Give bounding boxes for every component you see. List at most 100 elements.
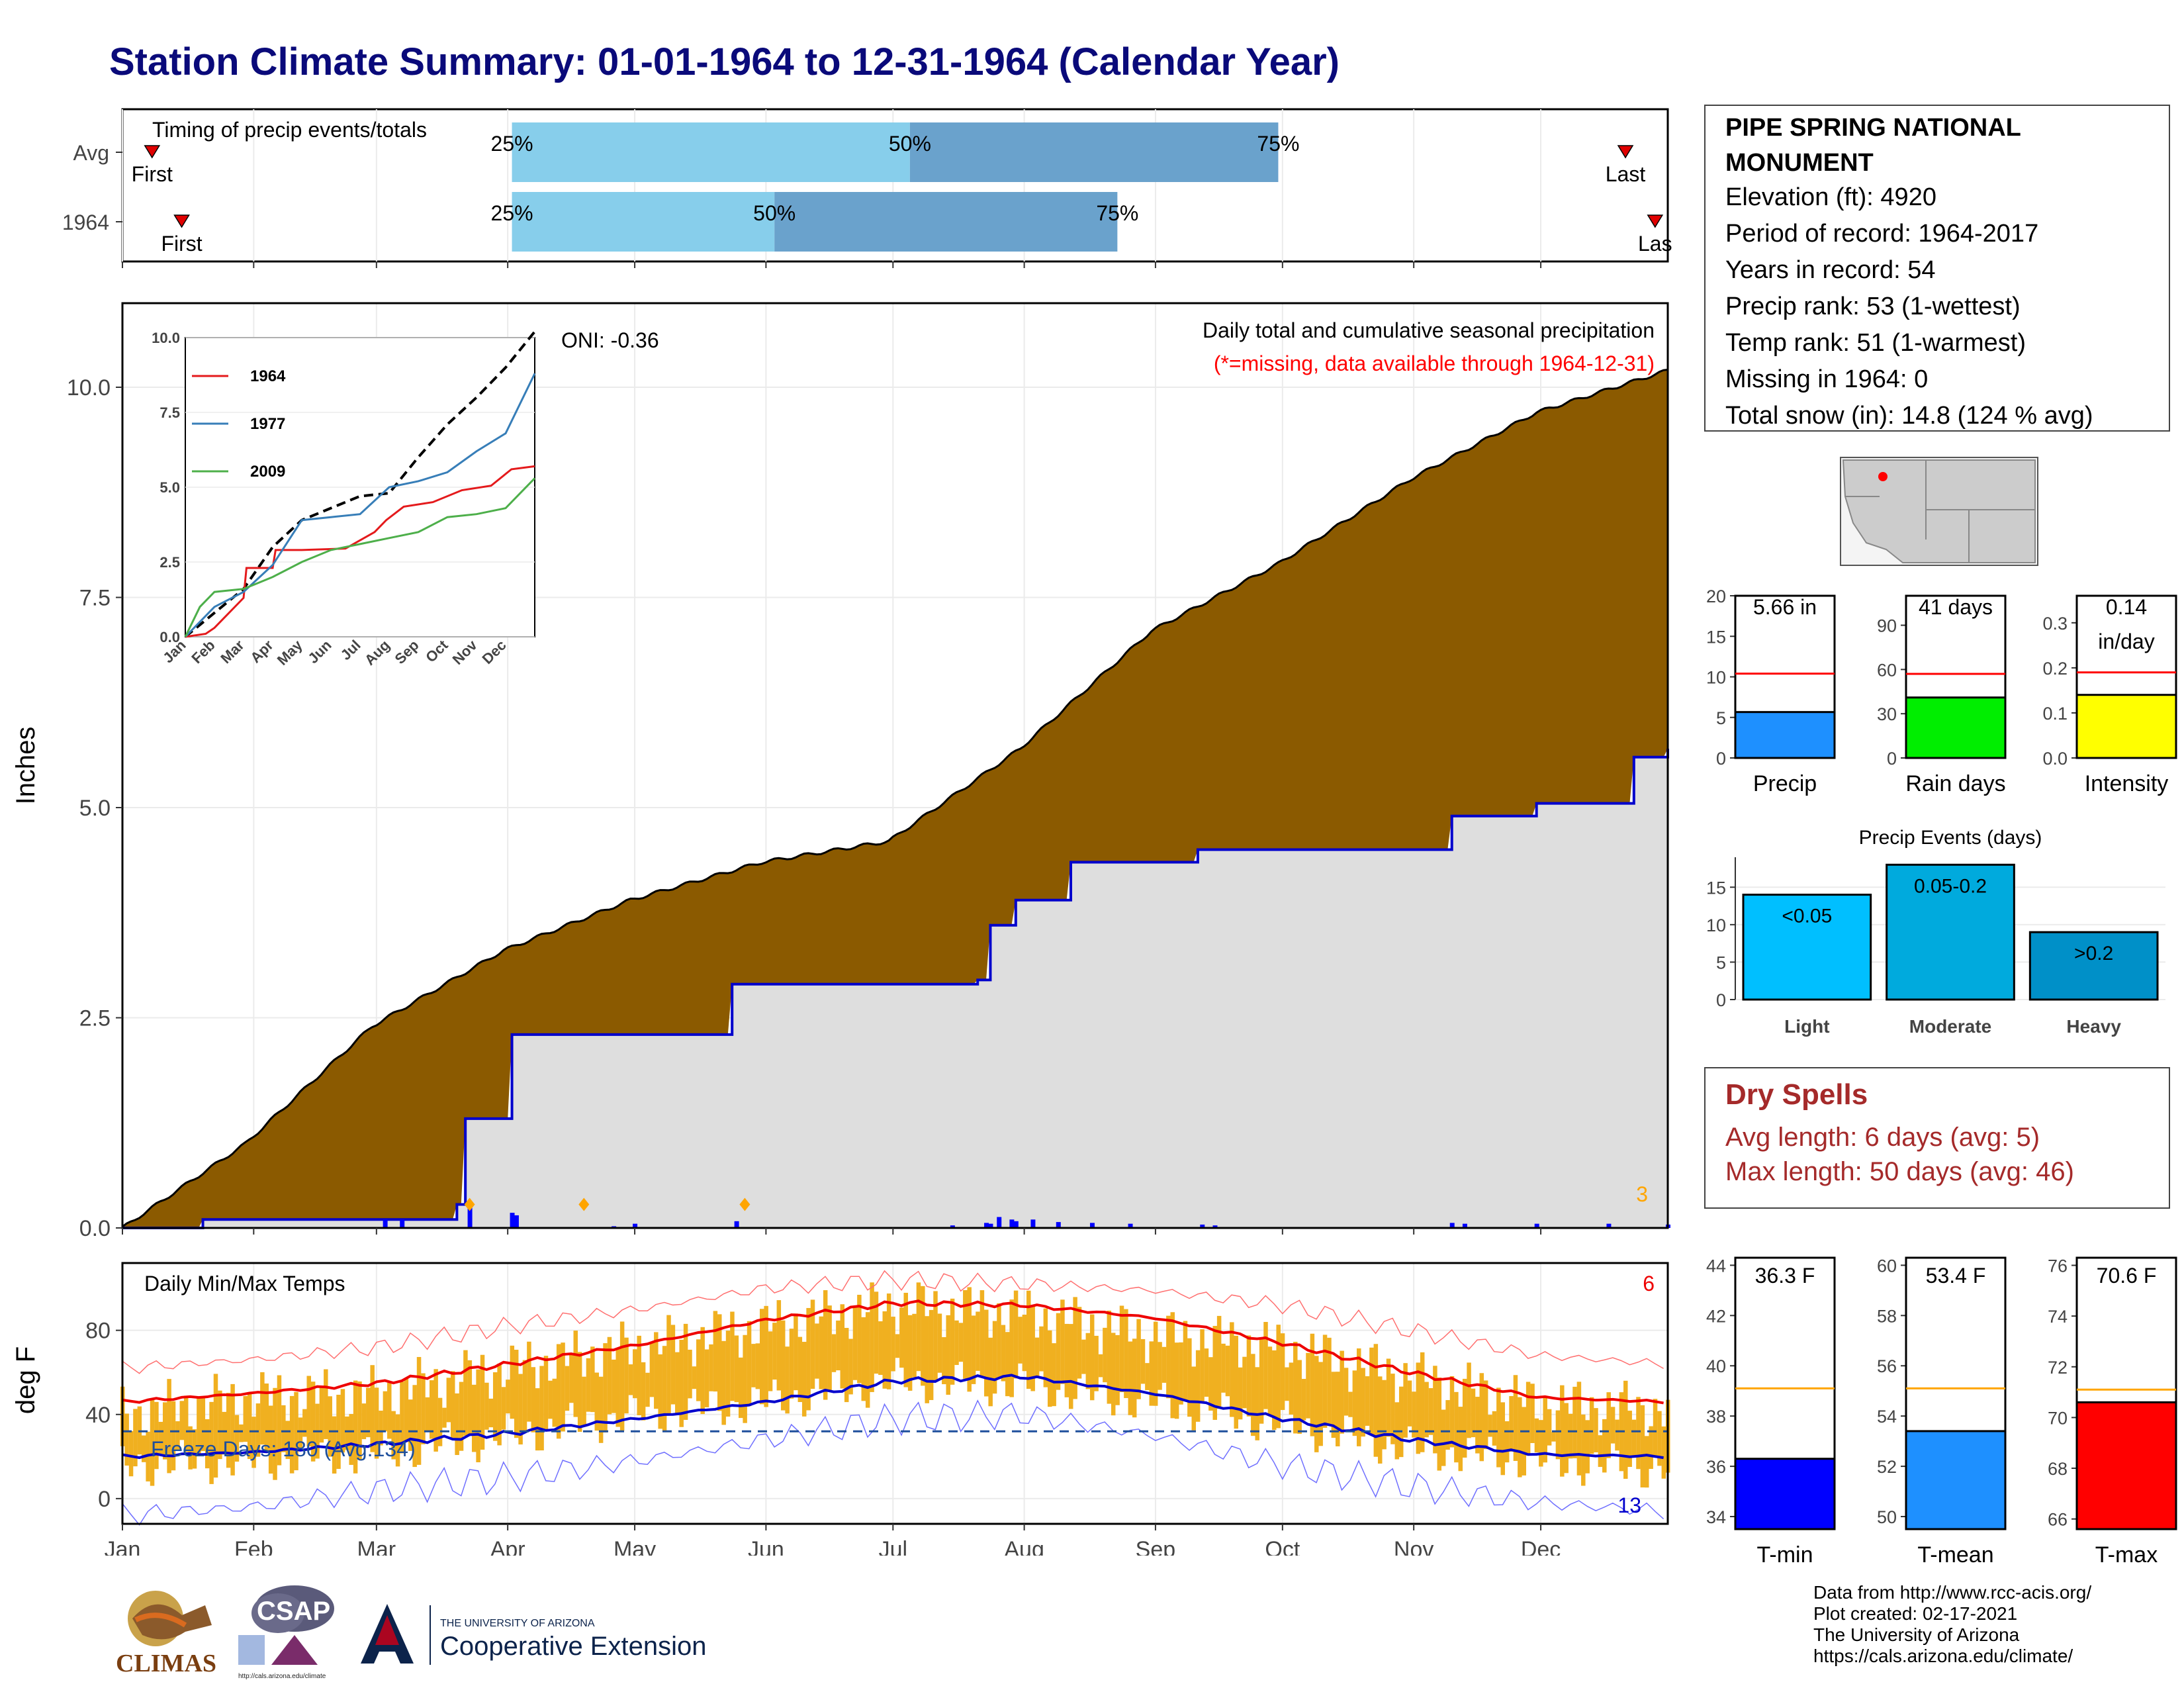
temp-daily-bar — [463, 1350, 468, 1436]
temp-daily-bar — [823, 1290, 828, 1400]
events-category-label: Moderate — [1909, 1016, 1991, 1037]
station-period: Period of record: 1964-2017 — [1725, 220, 2039, 248]
timing-percent-label: 25% — [491, 201, 533, 225]
temp-daily-bar — [619, 1321, 625, 1431]
precip-daily-bar — [997, 1217, 1002, 1228]
inset-line-1977 — [184, 373, 536, 638]
temp-daily-bar — [870, 1282, 874, 1392]
footer-credits: Data from http://www.rcc-acis.org/ Plot … — [1813, 1582, 2091, 1667]
temp-daily-bar — [501, 1387, 506, 1430]
temp-daily-bar — [361, 1403, 367, 1440]
temp-daily-bar — [848, 1338, 853, 1395]
events-bar-heavy — [2028, 931, 2159, 1001]
temp-daily-bar — [1034, 1337, 1040, 1378]
temp-daily-bar — [1001, 1325, 1006, 1382]
temp-daily-bar — [179, 1401, 185, 1440]
temp-daily-bar — [336, 1394, 341, 1469]
temp-daily-bar — [891, 1317, 895, 1372]
temp-daily-bar — [658, 1354, 662, 1429]
precip-y-axis-label: Inches — [11, 727, 40, 805]
temp-daily-bar — [899, 1307, 904, 1368]
precip-daily-bar — [1212, 1225, 1218, 1228]
temp-daily-bar — [556, 1344, 561, 1439]
temp-daily-bar — [133, 1409, 138, 1467]
precip-daily-bar — [1200, 1224, 1205, 1228]
temp-daily-bar — [1039, 1326, 1044, 1372]
temp-daily-bar — [776, 1300, 782, 1391]
tbar-y-tick-label: 72 — [2048, 1358, 2068, 1378]
temp-count-high: 6 — [1643, 1272, 1655, 1295]
temp-daily-bar — [1615, 1419, 1619, 1451]
temp-daily-bar — [836, 1320, 841, 1371]
temp-daily-bar — [209, 1401, 214, 1484]
temp-daily-bar — [1530, 1383, 1535, 1444]
temp-frame — [121, 1262, 1669, 1525]
temp-daily-bar — [1077, 1307, 1082, 1379]
temp-daily-bar — [289, 1395, 295, 1474]
temp-daily-bar — [739, 1357, 743, 1419]
temp-daily-bar — [1234, 1335, 1238, 1429]
footer-data-source: Data from http://www.rcc-acis.org/ — [1813, 1582, 2092, 1603]
temp-daily-bar — [357, 1381, 362, 1460]
events-y-tick-label: 5 — [1716, 953, 1726, 972]
temp-daily-bar — [903, 1292, 908, 1387]
temp-daily-bar — [1518, 1397, 1522, 1477]
temp-daily-bar — [416, 1356, 422, 1465]
temp-daily-bar — [942, 1336, 946, 1385]
temp-daily-bar — [518, 1374, 523, 1445]
temp-daily-bar — [535, 1388, 540, 1451]
events-category-label: Light — [1784, 1016, 1829, 1037]
temp-daily-bar — [319, 1387, 324, 1443]
timing-first-marker — [144, 145, 161, 159]
timing-bar-first-half — [512, 122, 910, 182]
temp-daily-bar — [743, 1335, 747, 1423]
dry-spells-avg: Avg length: 6 days (avg: 5) — [1725, 1123, 2040, 1152]
mini-bar-intensity — [2075, 694, 2177, 759]
temp-daily-bar — [345, 1416, 349, 1450]
temp-daily-bar — [976, 1311, 980, 1371]
mini-y-tick-label: 0 — [1887, 749, 1897, 769]
temp-daily-bar — [277, 1375, 282, 1466]
temp-daily-bar — [1314, 1356, 1319, 1452]
inset-y-tick-label: 5.0 — [159, 479, 180, 496]
tbar-t-mean — [1905, 1430, 2007, 1530]
temp-y-tick-label: 0 — [98, 1487, 111, 1512]
university-arizona-logo: THE UNIVERSITY OF ARIZONA Cooperative Ex… — [357, 1602, 706, 1665]
inset-y-tick-label: 0.0 — [159, 629, 180, 645]
temp-daily-bar — [768, 1331, 773, 1391]
events-y-tick-label: 15 — [1706, 878, 1726, 898]
temp-daily-bar — [1598, 1435, 1603, 1468]
temp-daily-bar — [1140, 1338, 1146, 1384]
temp-daily-bar — [548, 1380, 553, 1419]
temp-daily-bar — [1289, 1362, 1294, 1415]
precip-range-band — [122, 369, 1668, 1228]
temp-daily-bar — [251, 1417, 256, 1468]
temp-daily-bar — [218, 1390, 222, 1460]
temp-y-tick-label: 80 — [85, 1319, 111, 1344]
footer-plot-created: Plot created: 02-17-2021 — [1813, 1603, 2018, 1624]
temp-daily-bar — [1115, 1335, 1120, 1405]
temp-daily-bar — [1449, 1376, 1455, 1448]
timing-caption: Timing of precip events/totals — [152, 118, 427, 142]
temp-daily-bar — [1462, 1378, 1467, 1458]
temp-daily-bar — [1636, 1397, 1641, 1470]
temp-daily-bar — [598, 1376, 604, 1443]
inset-y-tick-label: 7.5 — [159, 404, 180, 421]
events-bar-label: <0.05 — [1782, 906, 1832, 927]
dry-spells-box: Dry Spells Avg length: 6 days (avg: 5) M… — [1704, 1067, 2170, 1209]
precip-snow-marker — [464, 1197, 475, 1211]
precip-daily-bar — [1606, 1223, 1612, 1228]
precip-daily-bar — [984, 1223, 989, 1228]
temp-daily-bar — [374, 1387, 379, 1459]
precip-legend-title: Daily total and cumulative seasonal prec… — [1203, 318, 1655, 342]
temp-daily-bar — [1539, 1420, 1543, 1467]
temp-daily-bar — [1589, 1397, 1594, 1454]
events-bar-label: >0.2 — [2074, 943, 2113, 964]
temp-daily-bar — [1488, 1415, 1492, 1437]
mini-y-tick-label: 0.0 — [2042, 749, 2068, 769]
temp-daily-bar — [1543, 1396, 1547, 1463]
temp-daily-bar — [704, 1349, 709, 1407]
temp-daily-bar — [895, 1334, 900, 1358]
tbar-category-label: T-min — [1757, 1542, 1813, 1568]
temp-daily-bar — [916, 1282, 921, 1372]
